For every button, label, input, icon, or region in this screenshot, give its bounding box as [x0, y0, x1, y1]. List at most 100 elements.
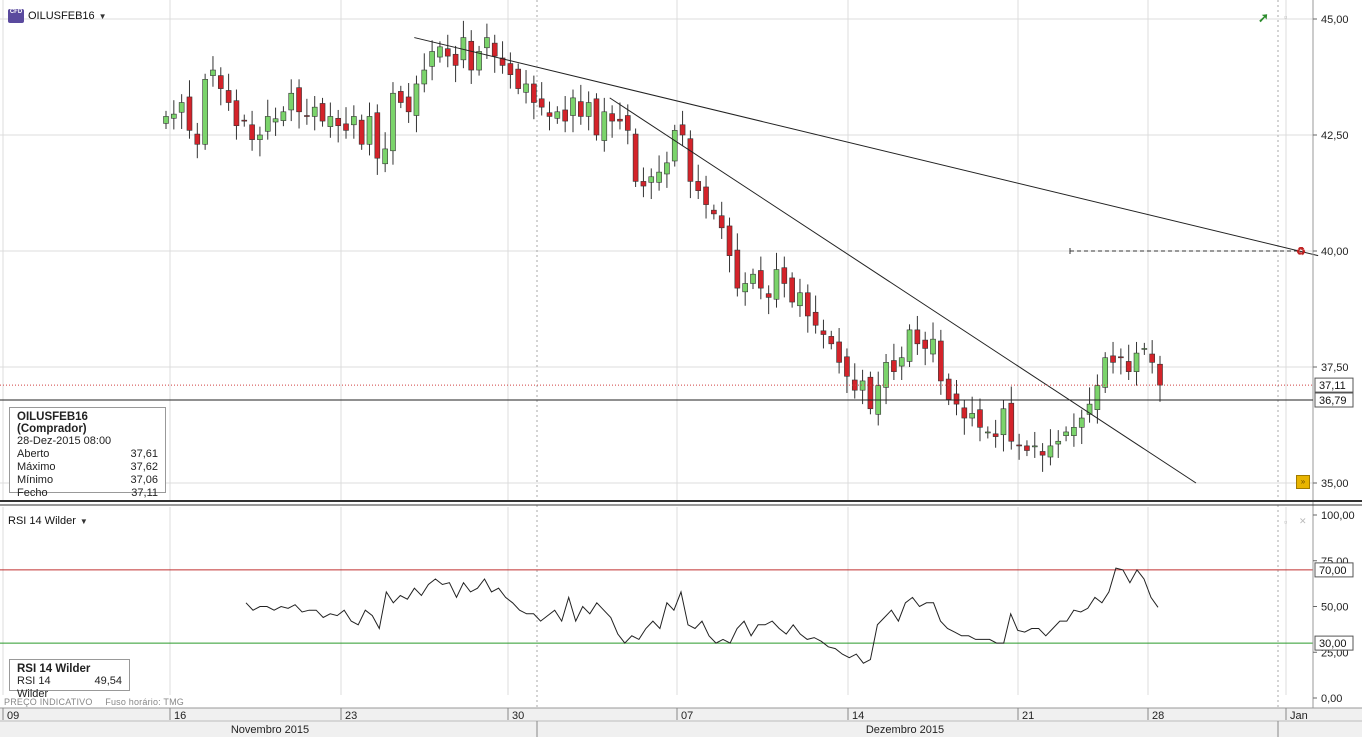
candle-body: [194, 133, 201, 145]
candle-body: [578, 101, 584, 117]
candle-body: [405, 96, 412, 113]
candle-body: [538, 98, 545, 108]
ohlc-row-close: Fecho 37,11: [17, 487, 158, 499]
candle-body: [985, 431, 991, 434]
candle-body: [413, 83, 420, 116]
candle-body: [202, 79, 208, 145]
date-tick-label: Jan: [1290, 710, 1308, 722]
candle-body: [1047, 445, 1054, 458]
rsi-level-box: [1314, 635, 1354, 651]
timezone-label: Fuso horário: TMG: [105, 697, 185, 707]
candle-body: [507, 63, 514, 75]
symbol-header[interactable]: CFD OILUSFEB16 ▼: [8, 9, 107, 23]
symbol-name[interactable]: OILUSFEB16: [28, 10, 95, 22]
trendlines[interactable]: [414, 37, 1319, 484]
candle-body: [374, 112, 381, 159]
candle-body: [836, 341, 842, 363]
date-tick-label: 28: [1152, 710, 1164, 722]
maximize-icon[interactable]: ▫: [1284, 12, 1288, 22]
price-tick-label: 42,50: [1321, 130, 1349, 142]
candle-body: [1071, 427, 1077, 436]
candle-body: [656, 171, 662, 183]
close-icon[interactable]: ✕: [1299, 516, 1307, 526]
candle-body: [390, 92, 396, 152]
candle-body: [311, 106, 318, 117]
candle-body: [1118, 356, 1124, 359]
candle-body: [938, 340, 944, 382]
rsi-tick-label: 50,00: [1321, 602, 1349, 614]
candle-body: [358, 119, 365, 145]
candle-body: [1094, 385, 1101, 410]
candle-body: [734, 249, 741, 289]
candle-body: [366, 116, 373, 145]
candle-body: [484, 37, 490, 49]
candle-body: [499, 57, 506, 66]
candle-body: [280, 111, 287, 121]
candle-body: [304, 115, 310, 117]
candle-body: [750, 273, 756, 284]
candle-body: [249, 124, 255, 140]
candle-body: [945, 378, 952, 400]
alert-icon[interactable]: »: [1296, 475, 1310, 489]
candle-body: [679, 124, 686, 136]
candle-body: [1000, 408, 1007, 436]
chevron-down-icon[interactable]: ▼: [98, 11, 107, 21]
candle-body: [210, 69, 216, 76]
rsi-indicator-name[interactable]: RSI 14 Wilder: [8, 515, 76, 527]
footer-info: PREÇO INDICATIVO Fuso horário: TMG: [4, 697, 194, 707]
candle-body: [1063, 431, 1069, 436]
date-tick-label: 09: [7, 710, 19, 722]
candle-body: [1141, 348, 1148, 350]
candle-body: [546, 112, 553, 117]
date-tick-label: 07: [681, 710, 693, 722]
candle-body: [343, 123, 349, 131]
candle-body: [562, 109, 568, 122]
candle-body: [217, 75, 224, 89]
candle-body: [570, 97, 576, 116]
candle-body: [452, 53, 459, 66]
candle-body: [859, 380, 866, 391]
price-grid: [0, 0, 1313, 708]
candle-body: [648, 176, 655, 183]
ohlc-title: OILUSFEB16 (Comprador): [17, 411, 88, 435]
candle-body: [765, 293, 772, 298]
candle-body: [186, 96, 193, 131]
candle-body: [820, 330, 827, 335]
candle-body: [491, 42, 498, 57]
trend-arrow-icon[interactable]: ➚: [1258, 10, 1269, 25]
rsi-level-label: 70,00: [1319, 565, 1347, 577]
candle-body: [640, 181, 647, 187]
candle-body: [687, 138, 694, 182]
candle-body: [781, 267, 788, 284]
chevron-down-icon[interactable]: ▼: [79, 516, 88, 526]
date-tick-label: 21: [1022, 710, 1034, 722]
rsi-header[interactable]: RSI 14 Wilder ▼: [8, 515, 88, 527]
candle-body: [914, 329, 921, 345]
candle-body: [171, 113, 177, 119]
candle-body: [773, 269, 780, 300]
candle-body: [288, 92, 295, 111]
price-tick-label: 37,50: [1321, 362, 1349, 374]
candle-body: [163, 116, 169, 124]
candle-body: [593, 98, 600, 136]
maximize-icon[interactable]: ▫: [1284, 517, 1288, 527]
candle-body: [398, 91, 404, 103]
candle-body: [867, 376, 874, 410]
candle-body: [233, 100, 240, 127]
candle-body: [531, 83, 537, 103]
candle-body: [930, 338, 936, 355]
price-tick-label: 35,00: [1321, 478, 1349, 490]
candle-body: [883, 362, 889, 388]
ohlc-row-low: Mínimo 37,06: [17, 474, 158, 486]
candle-body: [1016, 444, 1022, 447]
candle-body: [898, 357, 905, 367]
time-axis-bg: [0, 708, 1362, 737]
pending-order-icon[interactable]: ♻: [1296, 246, 1306, 258]
price-tick-label: 40,00: [1321, 246, 1349, 258]
date-tick-label: 16: [174, 710, 186, 722]
candle-body: [515, 68, 522, 89]
candle-body: [742, 283, 748, 293]
cfd-icon: CFD: [8, 9, 24, 23]
